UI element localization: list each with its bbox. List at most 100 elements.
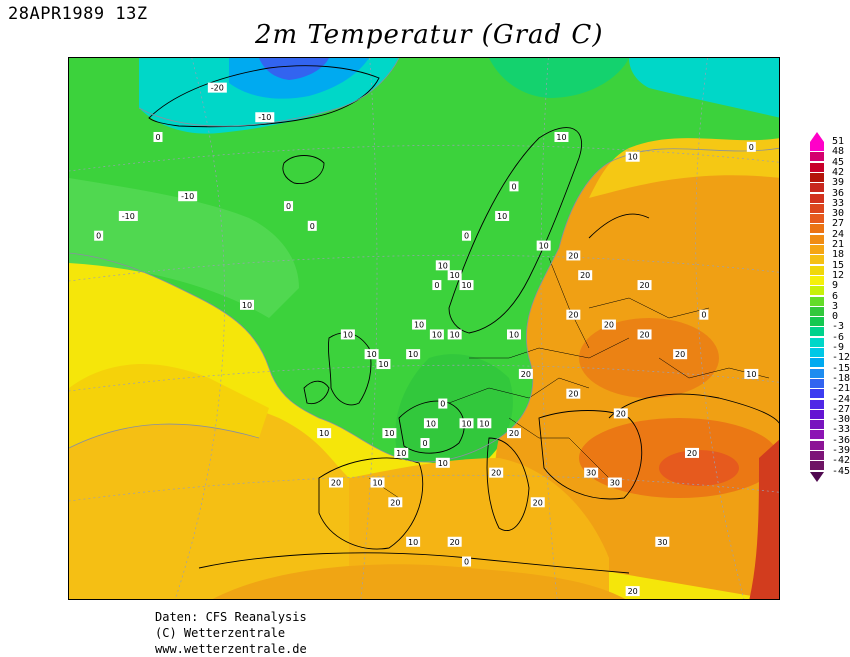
contour-label-box — [364, 349, 379, 360]
contour-label: -20 — [211, 84, 224, 93]
legend-label: -3 — [832, 321, 845, 333]
contour-label-box — [746, 141, 756, 152]
contour-label: 20 — [639, 330, 649, 339]
contour-label-box — [613, 408, 628, 419]
contour-label: 10 — [497, 212, 507, 221]
contour-label-box — [536, 240, 551, 251]
legend-label: 45 — [832, 156, 845, 168]
legend-swatch — [810, 327, 824, 337]
contour-label: 0 — [464, 558, 469, 567]
legend-label: 6 — [832, 290, 839, 302]
contour-label: 20 — [568, 390, 578, 399]
contour-label: 0 — [310, 222, 315, 231]
legend-swatch — [810, 234, 824, 244]
legend-swatch — [810, 172, 824, 182]
contour-label-box — [584, 467, 599, 478]
legend-label: 39 — [832, 177, 845, 189]
barents-cool-zone — [489, 58, 629, 98]
contour-label: 10 — [432, 330, 442, 339]
contour-label: 10 — [367, 350, 377, 359]
contour-label-box — [420, 438, 430, 449]
contour-label-box — [566, 388, 581, 399]
contour-label: 30 — [657, 538, 667, 547]
contour-label-box — [432, 280, 442, 291]
contour-label-box — [489, 467, 504, 478]
contour-label-box — [459, 418, 474, 429]
contour-label: 10 — [628, 153, 638, 162]
contour-label-box — [317, 428, 332, 439]
contour-label-box — [477, 418, 492, 429]
legend-label: -39 — [832, 445, 850, 456]
legend-label: 12 — [832, 269, 845, 281]
credits: Daten: CFS Reanalysis (C) Wetterzentrale… — [155, 609, 307, 657]
contour-label: 10 — [372, 479, 382, 488]
contour-label: 10 — [556, 133, 566, 142]
legend-swatch — [810, 203, 824, 213]
contour-label: 10 — [539, 242, 549, 251]
contour-label: 10 — [438, 261, 448, 270]
credit-website[interactable]: www.wetterzentrale.de — [155, 642, 307, 656]
legend-max-arrow — [810, 132, 824, 142]
contour-label-box — [625, 586, 640, 597]
contour-label: -10 — [181, 192, 194, 201]
contour-label: 10 — [509, 330, 519, 339]
iberia-warm-zone — [69, 397, 349, 599]
contour-label: -10 — [258, 113, 271, 122]
legend-label: 9 — [832, 280, 839, 292]
contour-label-box — [435, 457, 450, 468]
contour-label-box — [207, 82, 227, 93]
contour-label-box — [370, 477, 385, 488]
contour-label-box — [601, 319, 616, 330]
contour-label-box — [435, 260, 450, 271]
contour-label: 10 — [242, 301, 252, 310]
contour-label: 10 — [343, 330, 353, 339]
contour-label: 10 — [461, 281, 471, 290]
contour-label: 10 — [746, 370, 756, 379]
contour-label-box — [423, 418, 438, 429]
analysis-datetime: 28APR1989 13Z — [8, 4, 148, 24]
contour-label: 10 — [396, 449, 406, 458]
contour-label-box — [118, 210, 138, 221]
ukraine-hot-zone — [579, 318, 719, 398]
legend-label: -27 — [832, 403, 850, 415]
legend-label: 51 — [832, 136, 845, 147]
legend-label: -18 — [832, 372, 850, 384]
coastlines — [148, 65, 779, 574]
contour-label-box — [178, 191, 198, 202]
legend-swatch — [810, 142, 824, 151]
legend-label: 42 — [832, 166, 845, 178]
contour-label-box — [240, 299, 254, 310]
contour-label: 20 — [628, 587, 638, 596]
contour-label-box — [447, 270, 462, 281]
legend-swatch — [810, 255, 824, 265]
contour-label-box — [462, 230, 472, 241]
contour-label-box — [447, 329, 462, 340]
contour-label: 10 — [378, 360, 388, 369]
contour-label: 0 — [155, 133, 160, 142]
legend-label: -12 — [832, 352, 850, 364]
contour-label: 10 — [414, 321, 424, 330]
legend-label: 48 — [832, 146, 845, 158]
contour-label: 20 — [568, 251, 578, 260]
legend-label: -9 — [832, 342, 845, 353]
legend-label: 3 — [832, 300, 839, 312]
legend-swatch — [810, 296, 824, 306]
contour-label: 10 — [426, 419, 436, 428]
legend-swatch — [810, 378, 824, 388]
legend-swatch — [810, 337, 824, 347]
legend-swatch — [810, 193, 824, 203]
legend-swatch — [810, 152, 824, 162]
legend-swatch — [810, 440, 824, 450]
contour-label: 0 — [511, 182, 516, 191]
contour-label-box — [406, 536, 421, 547]
contour-label-box — [447, 536, 462, 547]
legend-swatch — [810, 162, 824, 172]
legend-label: -33 — [832, 424, 850, 436]
north-cool-zone — [69, 58, 779, 462]
legend-swatch — [810, 286, 824, 296]
contour-label: 0 — [701, 311, 706, 320]
contour-label: 10 — [319, 429, 329, 438]
contour-label: 10 — [450, 271, 460, 280]
contour-label-box — [329, 477, 343, 488]
mediterranean-warm-zone — [349, 458, 609, 599]
